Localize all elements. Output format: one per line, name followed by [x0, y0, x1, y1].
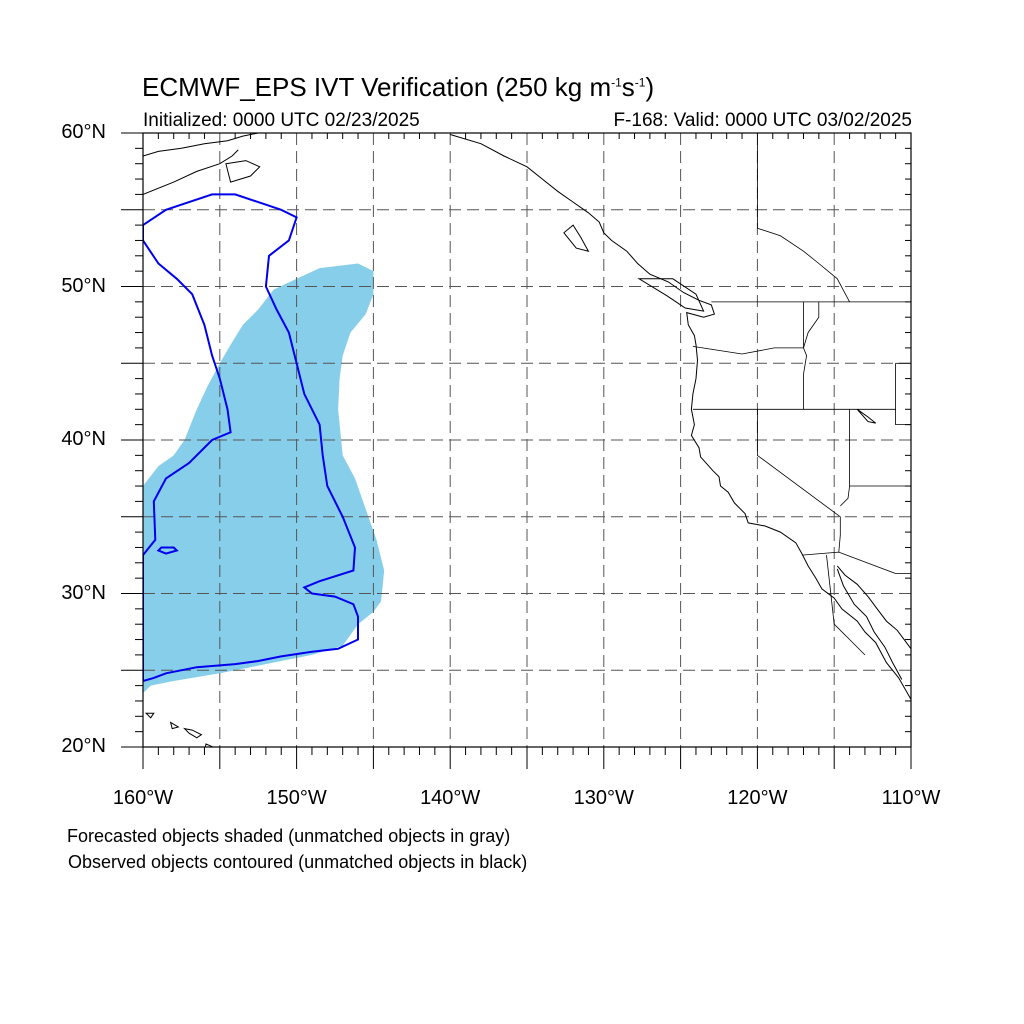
coastline-alaska: [143, 133, 259, 157]
political-border: [840, 485, 850, 507]
political-border: [849, 409, 911, 487]
island: [563, 224, 590, 252]
political-border: [757, 133, 850, 303]
political-border: [801, 551, 911, 574]
coastline-baja: [836, 568, 903, 680]
observed-object: [143, 193, 359, 683]
coastline-alaska-peninsula: [143, 149, 239, 195]
political-border: [803, 301, 820, 349]
lon-tick-label: 140°W: [420, 787, 481, 809]
lat-tick-label: 40°N: [61, 428, 106, 450]
forecast-object: [143, 263, 385, 694]
lat-tick-label: 50°N: [61, 274, 106, 297]
political-border: [692, 346, 804, 355]
lat-tick-label: 60°N: [61, 121, 106, 143]
political-border: [757, 409, 841, 553]
island: [856, 408, 877, 424]
island: [637, 278, 705, 312]
forecast-note: Forecasted objects shaded (unmatched obj…: [67, 826, 511, 846]
island: [182, 727, 203, 739]
lat-tick-label: 20°N: [61, 735, 106, 757]
lat-tick-label: 30°N: [61, 581, 106, 604]
island: [225, 160, 261, 183]
observed-note: Observed objects contoured (unmatched ob…: [68, 852, 528, 872]
lon-tick-label: 160°W: [112, 787, 174, 809]
lon-tick-label: 110°W: [881, 787, 941, 809]
political-border: [826, 555, 866, 656]
lon-tick-label: 120°W: [727, 787, 788, 809]
island: [169, 721, 180, 730]
initialized-label: Initialized: 0000 UTC 02/23/2025: [143, 110, 420, 131]
lon-tick-label: 150°W: [266, 787, 327, 809]
observed-object-small: [156, 546, 179, 555]
page-title: ECMWF_EPS IVT Verification (250 kg m-1s-…: [142, 72, 655, 102]
political-border: [803, 301, 808, 410]
island: [144, 712, 155, 719]
lon-tick-label: 130°W: [573, 787, 634, 809]
coastline: [450, 134, 911, 700]
coastline-gulf: [836, 565, 911, 650]
valid-time-label: F-168: Valid: 0000 UTC 03/02/2025: [613, 110, 912, 131]
